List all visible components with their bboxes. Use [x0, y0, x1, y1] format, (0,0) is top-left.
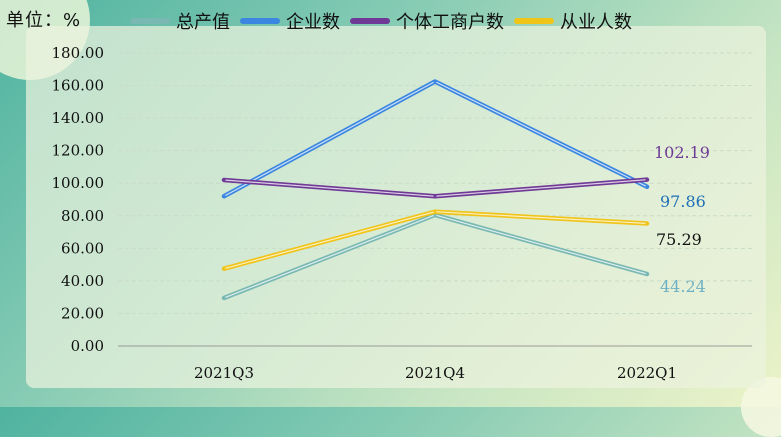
x-tick-label: 2022Q1 [617, 364, 677, 382]
series-line-individual-businesses [221, 177, 650, 199]
series-line-core-total-output [223, 214, 648, 299]
legend-item-employees[interactable]: 从业人数 [514, 8, 632, 34]
y-tick-label: 40.00 [61, 272, 104, 290]
x-tick-label: 2021Q3 [194, 364, 254, 382]
legend-label-individual-businesses: 个体工商户数 [396, 12, 504, 33]
data-point-individual-businesses [222, 178, 226, 182]
data-point-individual-businesses [645, 178, 649, 182]
y-tick-label: 20.00 [61, 304, 104, 322]
legend-swatch-individual-businesses [350, 18, 390, 24]
data-label-total-output: 44.24 [660, 277, 706, 296]
legend-swatch-total-output [130, 18, 170, 24]
legend-label-enterprises: 企业数 [286, 12, 340, 33]
legend-item-individual-businesses[interactable]: 个体工商户数 [350, 8, 504, 34]
unit-label: 单位：% [6, 10, 82, 31]
data-point-enterprises [433, 79, 437, 83]
y-tick-label: 180.00 [52, 44, 105, 62]
y-tick-label: 140.00 [52, 109, 105, 127]
y-tick-label: 0.00 [71, 337, 104, 355]
line-chart: 0.00 20.00 40.00 60.00 80.00 100.00 120.00 140.… [52, 44, 752, 382]
data-point-employees [433, 210, 437, 214]
legend-item-enterprises[interactable]: 企业数 [240, 8, 340, 34]
legend-label-total-output: 总产值 [176, 12, 230, 33]
data-point-enterprises [645, 185, 649, 189]
data-point-employees [645, 221, 649, 225]
y-tick-label: 120.00 [52, 142, 105, 160]
series-line-core-enterprises [223, 80, 648, 197]
data-point-total-output [645, 272, 649, 276]
y-tick-label: 100.00 [52, 174, 105, 192]
y-tick-label: 60.00 [61, 239, 104, 257]
chart-legend: 总产值 企业数 个体工商户数 从业人数 [130, 8, 642, 34]
y-tick-label: 160.00 [52, 77, 105, 95]
chart-panel [26, 26, 766, 388]
series-line-core-individual-businesses [223, 179, 648, 197]
data-label-individual-businesses: 102.19 [654, 143, 710, 162]
series-line-enterprises [221, 79, 650, 199]
y-tick-label: 80.00 [61, 207, 104, 225]
legend-label-employees: 从业人数 [560, 12, 632, 33]
data-label-employees: 75.29 [656, 230, 702, 249]
legend-swatch-employees [514, 18, 554, 24]
series-line-core-employees [223, 211, 648, 270]
legend-swatch-enterprises [240, 18, 280, 24]
data-point-total-output [222, 296, 226, 300]
data-point-employees [222, 267, 226, 271]
x-tick-label: 2021Q4 [405, 364, 465, 382]
legend-item-total-output[interactable]: 总产值 [130, 8, 230, 34]
data-point-enterprises [222, 194, 226, 198]
data-label-enterprises: 97.86 [660, 192, 706, 211]
data-point-individual-businesses [433, 194, 437, 198]
